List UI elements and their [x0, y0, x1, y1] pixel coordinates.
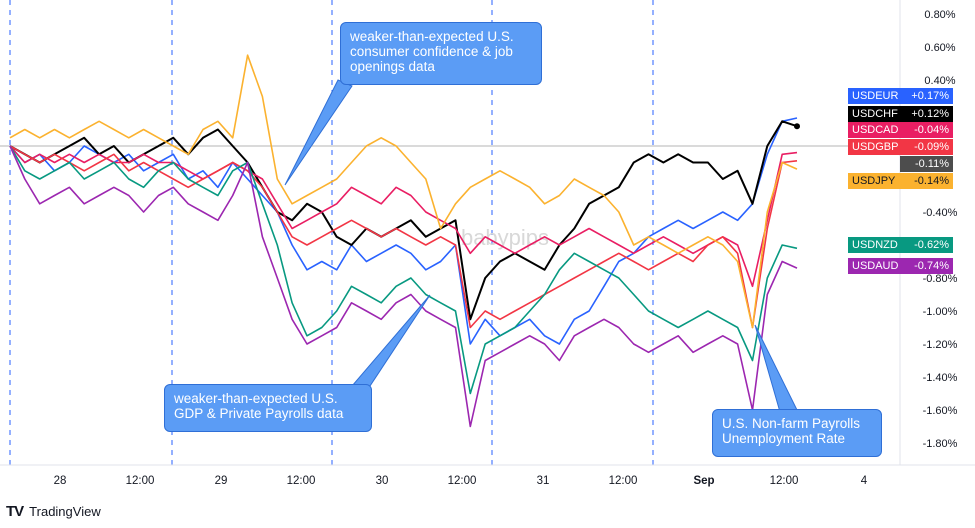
x-tick-label-6: 31 [537, 475, 550, 487]
brand-name[interactable]: TradingView [29, 503, 101, 519]
badge-name: USDJPY [852, 175, 896, 187]
badge-value: +0.12% [911, 108, 949, 120]
badge-value: +0.17% [911, 90, 949, 102]
x-tick-label-1: 12:00 [126, 475, 155, 487]
series-line-usdjpy [9, 54, 798, 329]
badge-value: -0.11% [914, 158, 949, 170]
y-tick-label-7: -1.40% [923, 372, 958, 384]
badge-name: USDAUD [852, 260, 899, 272]
callout-nonfarm-payrolls: U.S. Non-farm Payrolls Unemployment Rate [712, 409, 882, 457]
series-line-usdaud [9, 145, 798, 428]
badge-value: -0.74% [914, 260, 949, 272]
badge-name: USDNZD [852, 239, 898, 251]
badge-usdgbp: USDGBP -0.09% [848, 139, 953, 155]
badge-name: USDGBP [852, 141, 899, 153]
series-layer [9, 54, 800, 428]
badge-name: USDEUR [852, 90, 899, 102]
series-line-usdgbp [9, 145, 798, 329]
badge-name: USDCAD [852, 124, 899, 136]
badge-value: -0.09% [914, 141, 949, 153]
callout-pointers [284, 79, 799, 413]
y-tick-label-5: -1.00% [923, 306, 958, 318]
x-tick-label-9: 12:00 [770, 475, 799, 487]
series-line-usdcad [9, 145, 798, 288]
y-tick-label-6: -1.20% [923, 339, 958, 351]
y-axis-ticks: 0.80% 0.60% 0.40% -0.40% -0.80% -1.00% -1.20% -… [923, 9, 958, 450]
badge-name: USDCHF [852, 108, 898, 120]
badge-value: -0.62% [914, 239, 949, 251]
series-line-usdeur [9, 117, 798, 345]
badge-unnamed: -0.11% [900, 156, 953, 172]
y-tick-label-9: -1.80% [923, 438, 958, 450]
footer: TV TradingView [6, 500, 101, 522]
badge-usdaud: USDAUD -0.74% [848, 258, 953, 274]
badge-value: -0.04% [914, 124, 949, 136]
x-axis-ticks: 28 12:00 29 12:00 30 12:00 31 12:00 Sep 12:00 4 [54, 475, 868, 487]
badge-usdjpy: USDJPY -0.14% [848, 173, 953, 189]
badge-usdnzd: USDNZD -0.62% [848, 237, 953, 253]
callout-consumer-confidence: weaker-than-expected U.S. consumer confi… [340, 22, 542, 85]
badge-usdchf: USDCHF +0.12% [848, 106, 953, 122]
x-tick-label-8: Sep [693, 475, 714, 487]
x-tick-label-3: 12:00 [287, 475, 316, 487]
badge-value: -0.14% [914, 175, 949, 187]
watermark: babypips [461, 225, 549, 250]
x-tick-label-5: 12:00 [448, 475, 477, 487]
y-tick-label-0: 0.80% [924, 9, 955, 21]
callout-gdp-payrolls: weaker-than-expected U.S. GDP & Private … [164, 384, 372, 432]
y-tick-label-2: 0.40% [924, 75, 955, 87]
tradingview-logo-icon[interactable]: TV [6, 502, 24, 520]
y-tick-label-8: -1.60% [923, 405, 958, 417]
badge-usdcad: USDCAD -0.04% [848, 122, 953, 138]
session-divider-lines [9, 0, 654, 465]
callout-consumer-confidence-text: weaker-than-expected U.S. consumer confi… [350, 29, 514, 74]
x-tick-label-2: 29 [215, 475, 228, 487]
callout-gdp-payrolls-text: weaker-than-expected U.S. GDP & Private … [174, 391, 344, 421]
series-endpoint-usdchf [794, 123, 800, 130]
x-tick-label-7: 12:00 [609, 475, 638, 487]
x-tick-label-4: 30 [376, 475, 389, 487]
x-tick-label-0: 28 [54, 475, 67, 487]
series-line-usdnzd [9, 145, 798, 395]
y-tick-label-1: 0.60% [924, 42, 955, 54]
y-tick-label-3: -0.40% [923, 207, 958, 219]
y-tick-label-4: -0.80% [923, 273, 958, 285]
x-tick-label-10: 4 [861, 475, 868, 487]
callout-nonfarm-payrolls-text: U.S. Non-farm Payrolls Unemployment Rate [722, 416, 861, 446]
badge-usdeur: USDEUR +0.17% [848, 88, 953, 104]
